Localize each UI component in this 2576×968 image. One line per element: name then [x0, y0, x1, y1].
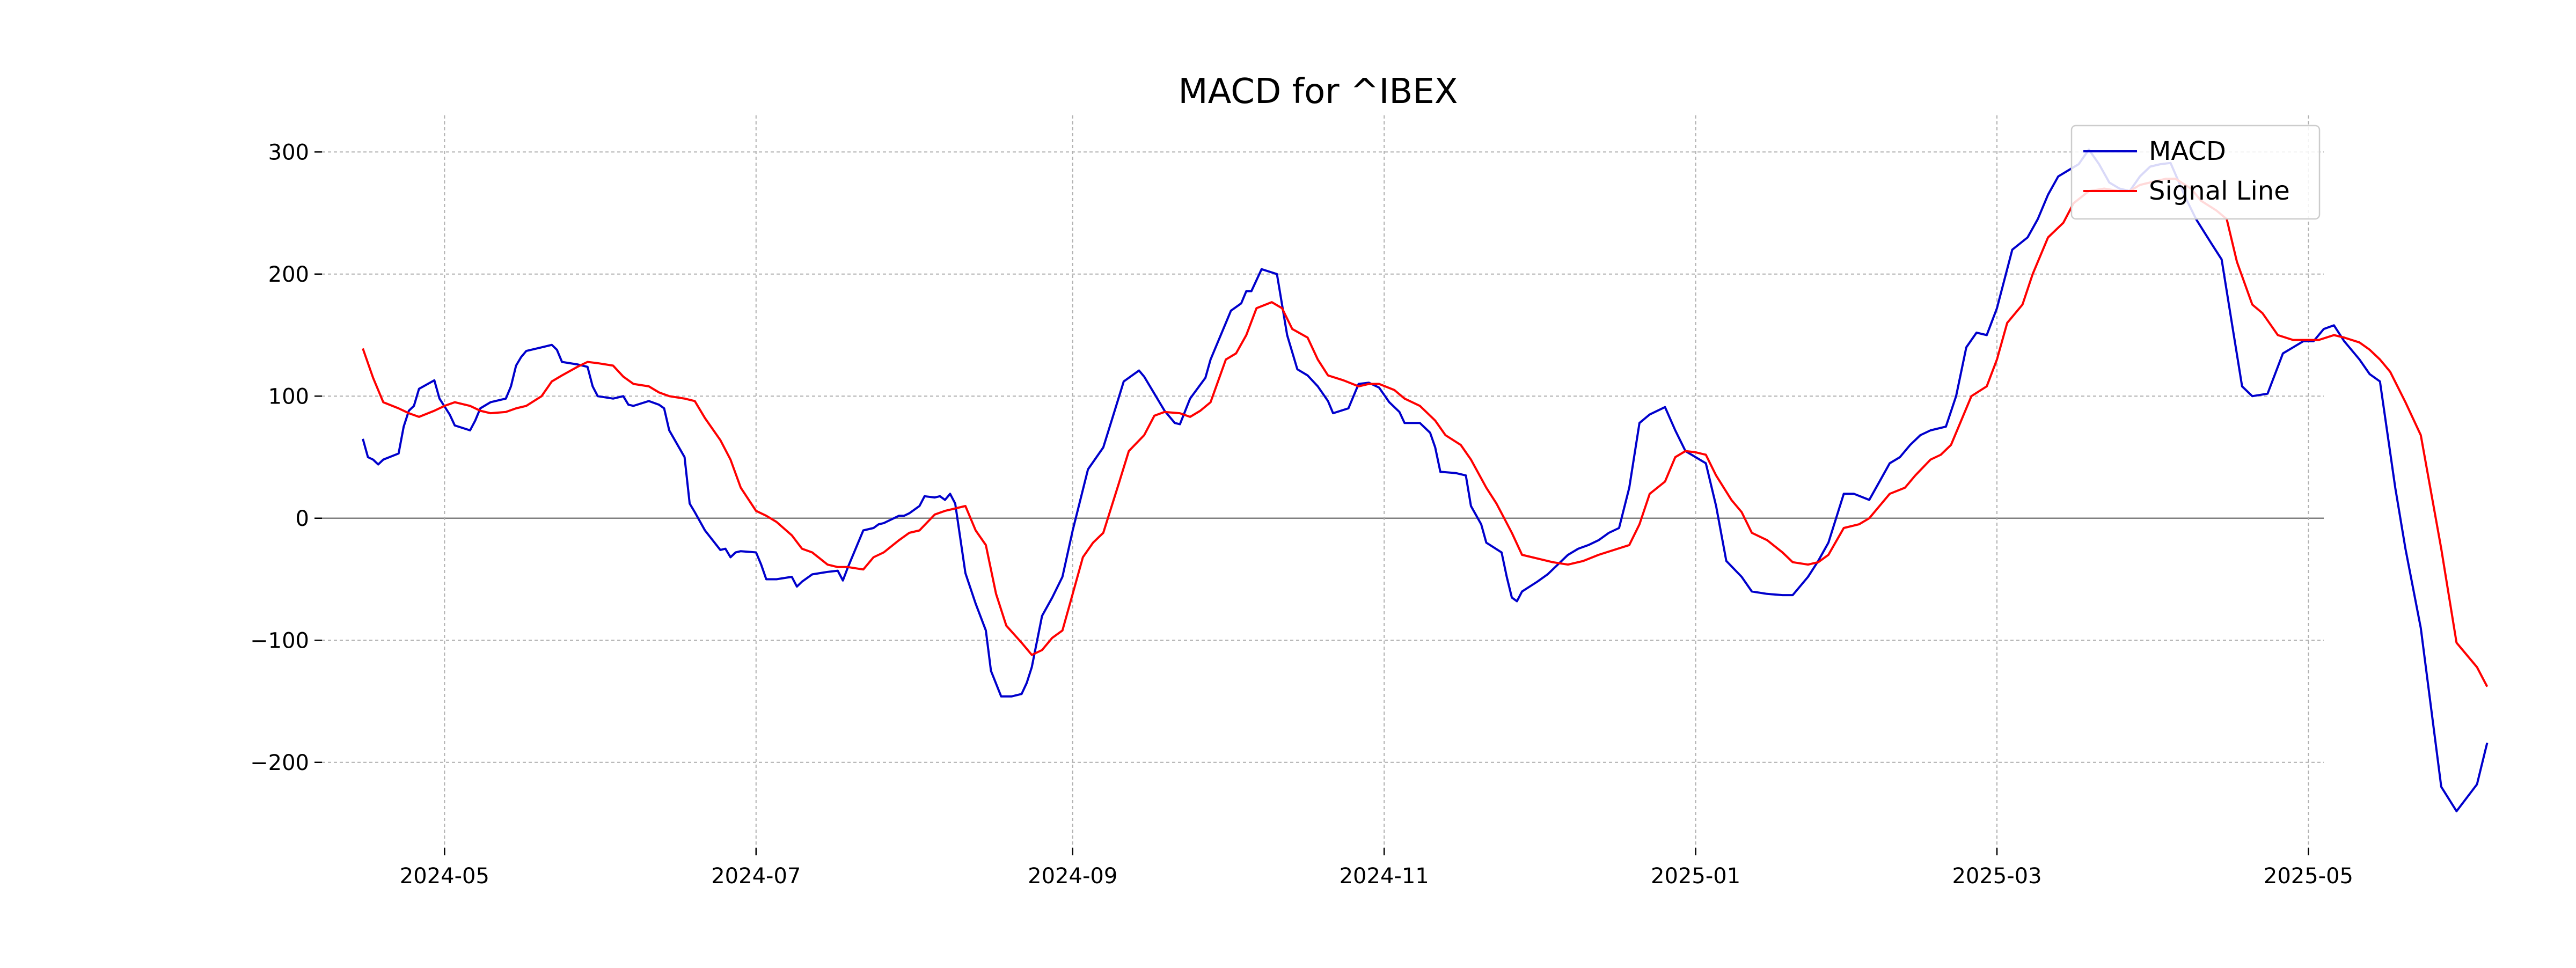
legend-frame — [2070, 124, 2321, 220]
grid-layer — [322, 115, 2324, 848]
legend: MACD Signal Line — [2070, 124, 2321, 220]
y-tick-label: −200 — [250, 751, 309, 775]
legend-label-signal-line: Signal Line — [2149, 176, 2290, 206]
x-tick-label: 2024-09 — [1028, 864, 1117, 889]
y-tick-label: 300 — [268, 140, 309, 165]
x-tick-label: 2025-05 — [2264, 864, 2353, 889]
y-tick-label: 0 — [296, 507, 309, 531]
series-line-macd — [362, 148, 2489, 812]
x-tick-label: 2024-07 — [711, 864, 801, 889]
legend-label-macd: MACD — [2149, 136, 2226, 166]
y-tick-label: 100 — [268, 384, 309, 409]
x-tick-label: 2024-05 — [400, 864, 489, 889]
x-tick-label: 2024-11 — [1340, 864, 1429, 889]
x-tick-label: 2025-01 — [1651, 864, 1740, 889]
series-line-signal-line — [362, 178, 2489, 687]
y-tick-label: −100 — [250, 628, 309, 653]
axis-layer: 300 200 100 0 −100 −200 2024-05 2024-07 2024-09 2… — [250, 140, 2353, 889]
x-tick-label: 2025-03 — [1952, 864, 2041, 889]
chart-title: MACD for ^IBEX — [1178, 72, 1458, 112]
series-layer — [362, 148, 2489, 812]
y-tick-label: 200 — [268, 262, 309, 287]
